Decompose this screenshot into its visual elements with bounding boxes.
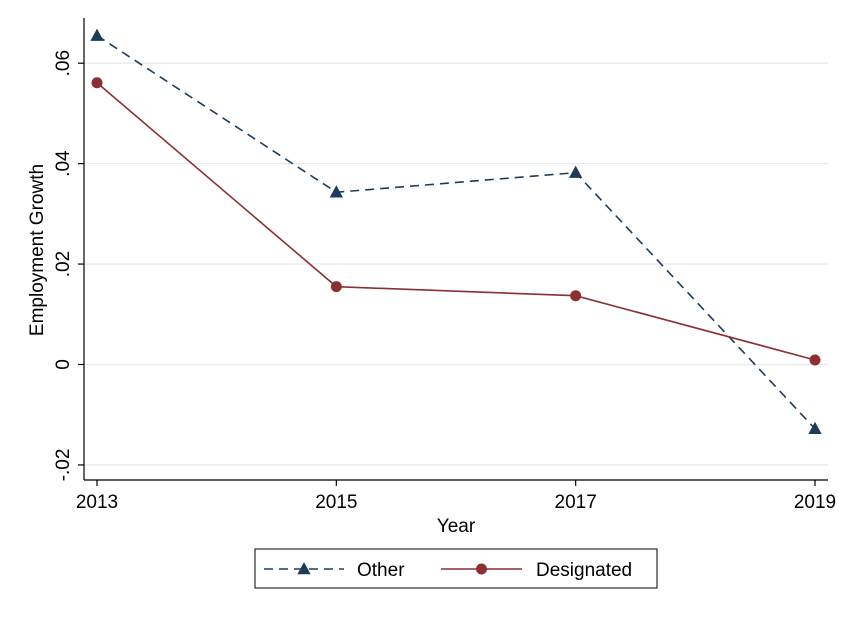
data-point-designated <box>330 281 342 293</box>
x-axis-title: Year <box>437 516 476 537</box>
y-tick-label: .02 <box>53 251 74 277</box>
legend-marker-other <box>297 562 311 575</box>
series-line-other <box>96 34 816 430</box>
x-ticks: 2013 2015 2017 2019 <box>76 480 836 513</box>
data-point-other <box>329 185 343 198</box>
legend-marker-designated <box>476 563 487 575</box>
x-tick-label: 2019 <box>794 492 836 513</box>
y-tick-label: .04 <box>53 150 74 177</box>
x-tick-label: 2013 <box>76 492 118 513</box>
data-point-designated <box>570 290 582 302</box>
y-tick-label: .06 <box>53 50 74 76</box>
gridlines <box>84 62 828 466</box>
axes <box>83 18 828 481</box>
y-axis-title: Employment Growth <box>27 164 48 336</box>
x-tick-label: 2015 <box>315 492 357 513</box>
data-point-other <box>569 165 583 178</box>
y-tick-label: 0 <box>53 359 74 370</box>
series-layer <box>90 28 822 435</box>
data-point-other <box>90 28 104 41</box>
legend-label-other: Other <box>357 560 405 581</box>
y-ticks: -.02 0 .02 .04 .06 <box>53 50 84 481</box>
data-point-designated <box>809 354 821 366</box>
series-line-designated <box>96 82 816 361</box>
y-tick-label: -.02 <box>53 449 74 482</box>
legend-label-designated: Designated <box>536 560 632 581</box>
data-point-designated <box>91 77 103 89</box>
x-tick-label: 2017 <box>555 492 597 513</box>
legend: Other Designated <box>254 548 658 589</box>
data-point-other <box>808 421 822 435</box>
